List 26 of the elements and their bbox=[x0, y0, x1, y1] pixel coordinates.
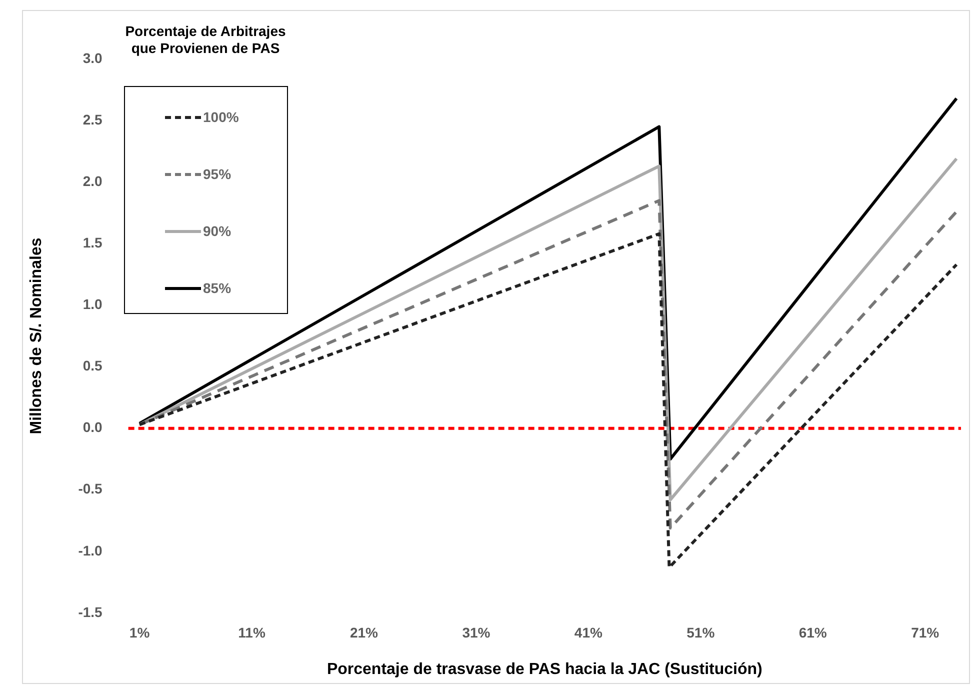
y-tick-label: 3.0 bbox=[82, 50, 103, 66]
x-tick-label: 61% bbox=[798, 624, 828, 640]
x-tick-label: 31% bbox=[462, 624, 491, 640]
y-tick-label: 1.5 bbox=[82, 234, 103, 251]
legend-label: 90% bbox=[203, 223, 232, 239]
x-tick-label: 71% bbox=[911, 624, 940, 640]
y-tick-label: 2.5 bbox=[82, 111, 103, 128]
line-series bbox=[138, 199, 958, 530]
x-tick-label: 21% bbox=[350, 624, 379, 640]
y-tick-label: -1.5 bbox=[78, 604, 103, 620]
x-tick-label: 51% bbox=[686, 624, 716, 640]
legend-title: Porcentaje de Arbitrajes que Provienen de PAS bbox=[124, 23, 287, 57]
y-tick-label: 2.0 bbox=[82, 172, 103, 189]
x-tick-label: 11% bbox=[238, 624, 266, 640]
y-tick-label: 0.0 bbox=[82, 419, 103, 436]
x-tick-label: 1% bbox=[129, 624, 150, 640]
y-tick-label: -0.5 bbox=[78, 480, 103, 497]
legend-label: 100% bbox=[203, 109, 239, 125]
legend-label: 85% bbox=[203, 280, 232, 296]
y-tick-label: 1.0 bbox=[82, 296, 103, 312]
y-tick-label: 0.5 bbox=[82, 358, 103, 374]
y-axis-title: Millones de S/. Nominales bbox=[28, 238, 46, 434]
x-axis-title: Porcentaje de trasvase de PAS hacia la JAC (Sustitución) bbox=[326, 660, 762, 678]
legend-label: 95% bbox=[203, 166, 232, 182]
y-tick-label: -1.0 bbox=[78, 542, 103, 558]
x-tick-label: 41% bbox=[574, 624, 603, 640]
